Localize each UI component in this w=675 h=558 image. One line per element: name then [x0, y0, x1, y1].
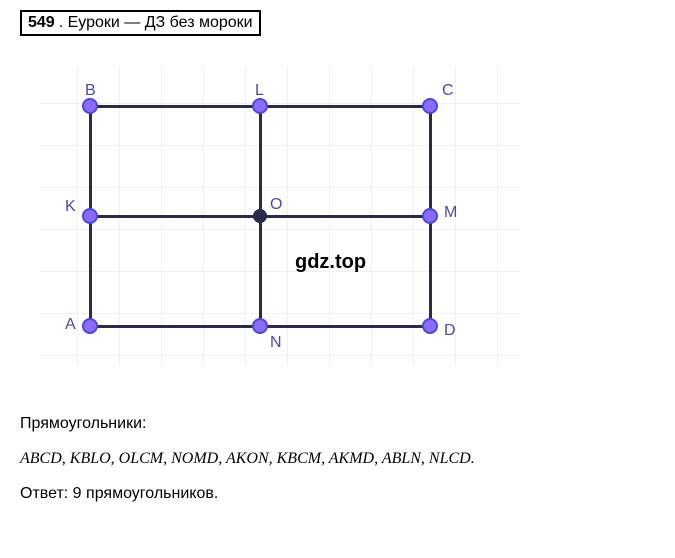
vertex-L [252, 98, 268, 114]
solution-text: Прямоугольники: ABCD, KBLO, OLCM, NOMD, … [20, 406, 655, 512]
vertex-label-A: A [65, 316, 76, 334]
vertex-A [82, 318, 98, 334]
problem-number: 549 [28, 14, 55, 31]
vertex-O [253, 209, 267, 223]
vertex-B [82, 98, 98, 114]
answer-text: Ответ: 9 прямоугольников. [20, 476, 655, 511]
vertex-label-M: M [444, 204, 457, 222]
problem-header: 549. Еуроки — ДЗ без мороки [20, 10, 261, 36]
vertex-label-D: D [444, 322, 456, 340]
vertex-C [422, 98, 438, 114]
rectangles-list: ABCD, KBLO, OLCM, NOMD, AKON, KBCM, AKMD… [20, 441, 655, 476]
vertex-label-L: L [255, 82, 264, 100]
watermark-text: gdz.top [295, 251, 366, 274]
vertex-N [252, 318, 268, 334]
rectangles-label: Прямоугольники: [20, 406, 655, 441]
vertex-M [422, 208, 438, 224]
vertex-D [422, 318, 438, 334]
vertex-label-N: N [270, 334, 282, 352]
vertex-label-K: K [65, 198, 76, 216]
vertex-K [82, 208, 98, 224]
vertex-label-B: B [85, 82, 96, 100]
problem-source: . Еуроки — ДЗ без мороки [59, 14, 253, 31]
vertex-label-O: O [270, 196, 282, 214]
vertex-label-C: C [442, 82, 454, 100]
rectangle-diagram: B L C K O M A N D gdz.top [40, 66, 520, 366]
